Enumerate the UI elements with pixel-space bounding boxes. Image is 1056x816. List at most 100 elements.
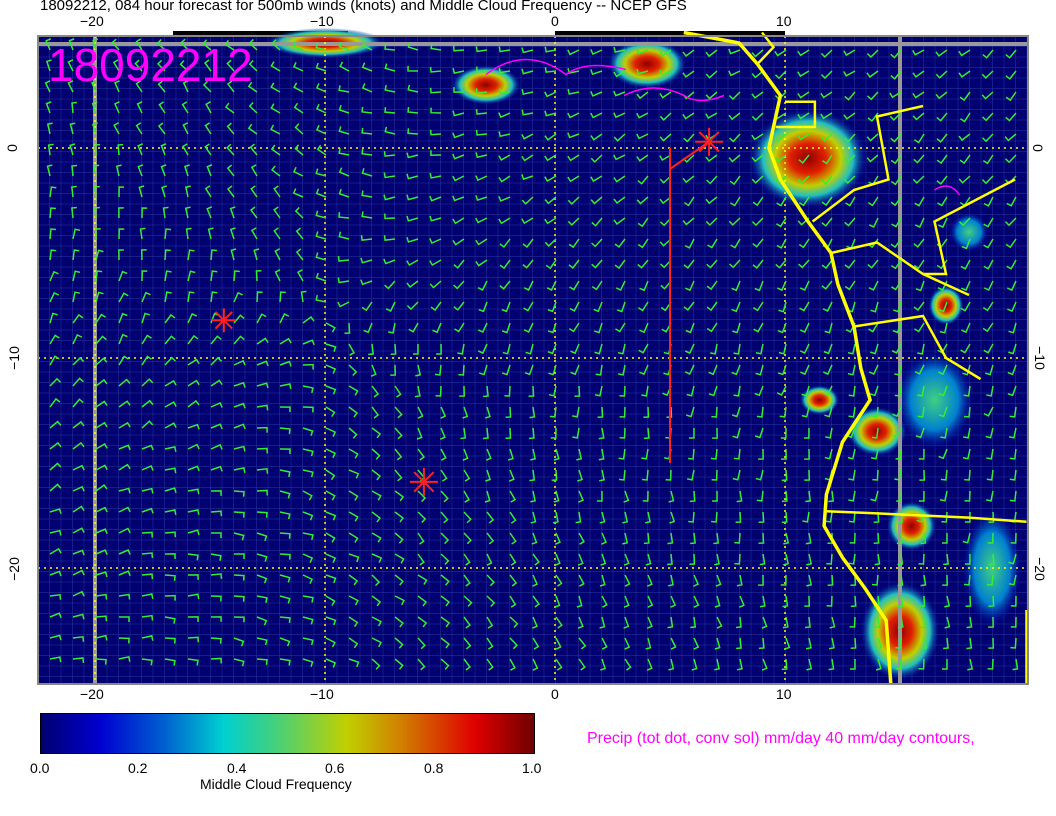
wind-barb xyxy=(164,313,176,324)
cloud-area xyxy=(886,501,937,551)
wind-barb xyxy=(210,379,223,387)
wind-barb xyxy=(981,133,994,143)
wind-barb xyxy=(164,531,177,538)
wind-barb xyxy=(685,322,695,334)
wind-barb xyxy=(49,377,62,387)
wind-barb xyxy=(963,385,971,397)
wind-barb xyxy=(568,322,580,333)
wind-barb xyxy=(731,364,741,376)
wind-barb xyxy=(383,151,396,157)
wind-barb xyxy=(315,272,327,282)
wind-barb xyxy=(248,101,258,114)
wind-barb xyxy=(483,385,489,398)
wind-barb xyxy=(160,143,167,156)
wind-barb xyxy=(315,294,327,303)
wind-barb xyxy=(161,185,168,198)
wind-barb xyxy=(49,312,58,324)
wind-barb xyxy=(338,212,350,219)
wind-barb xyxy=(554,595,561,608)
wind-barb xyxy=(187,423,200,430)
wind-barb xyxy=(475,217,488,224)
wind-barb xyxy=(361,301,373,312)
wind-barb xyxy=(187,465,200,472)
wind-barb xyxy=(981,70,994,79)
wind-barb xyxy=(567,154,580,162)
wind-barb xyxy=(848,511,856,523)
wind-barb xyxy=(279,637,291,647)
wind-barb xyxy=(371,385,380,398)
wind-barb xyxy=(348,448,359,459)
wind-barb xyxy=(913,154,925,164)
wind-barb xyxy=(118,593,131,600)
wind-barb xyxy=(958,175,971,184)
wind-barb xyxy=(623,595,630,608)
wind-barb xyxy=(302,469,314,478)
wind-barb xyxy=(797,91,810,99)
wind-barb xyxy=(408,322,419,333)
wind-barb xyxy=(548,385,557,397)
wind-barb xyxy=(233,595,245,602)
wind-barb xyxy=(454,322,465,333)
wind-barb xyxy=(820,91,833,99)
wind-barb xyxy=(889,112,902,121)
wind-barb xyxy=(867,91,879,101)
wind-barb xyxy=(682,49,695,58)
wind-barb xyxy=(706,175,718,185)
wind-barb xyxy=(256,616,268,626)
wind-barb xyxy=(407,42,419,51)
wind-barb xyxy=(688,427,695,439)
wind-barb xyxy=(686,469,695,481)
wind-barb xyxy=(95,291,104,303)
wind-barb xyxy=(233,445,246,452)
wind-barb xyxy=(844,91,856,101)
wind-barb xyxy=(315,83,327,93)
wind-barb xyxy=(546,280,557,291)
wind-barb xyxy=(867,196,879,207)
wind-barb xyxy=(279,595,291,604)
wind-barb xyxy=(90,80,97,93)
colorbar-title: Middle Cloud Frequency xyxy=(200,776,352,792)
wind-barb xyxy=(158,101,166,114)
wind-barb xyxy=(822,301,833,312)
wind-barb xyxy=(112,59,120,72)
wind-barb xyxy=(636,112,649,119)
wind-barb xyxy=(486,553,493,566)
wind-barb xyxy=(440,574,450,586)
wind-barb xyxy=(316,144,327,156)
wind-barb xyxy=(383,172,396,179)
wind-barb xyxy=(92,38,99,51)
wind-barb xyxy=(1009,490,1017,502)
wind-barb xyxy=(938,448,948,460)
wind-barb xyxy=(233,616,245,623)
wind-barb xyxy=(966,637,973,650)
wind-barb xyxy=(668,658,675,671)
wind-barb xyxy=(777,322,787,334)
wind-barb xyxy=(270,124,281,135)
wind-barb xyxy=(210,249,217,261)
wind-barb xyxy=(338,104,350,114)
wind-barb xyxy=(591,217,603,227)
wind-barb xyxy=(944,616,951,629)
wind-barb xyxy=(183,164,190,177)
wind-barb xyxy=(1007,385,1017,397)
wind-barb xyxy=(210,291,218,303)
wind-barb xyxy=(643,427,650,440)
wind-barb xyxy=(918,658,925,670)
wind-barb xyxy=(731,406,741,418)
wind-barb xyxy=(498,175,511,183)
wind-barb xyxy=(669,511,676,524)
wind-barb xyxy=(598,448,605,461)
wind-barb xyxy=(728,154,741,163)
wind-barb xyxy=(821,259,833,270)
wind-barb xyxy=(1009,469,1017,481)
wind-barb xyxy=(636,133,649,140)
wind-barb xyxy=(774,175,787,185)
wind-barb xyxy=(187,379,200,387)
wind-barb xyxy=(295,227,304,240)
wind-barb xyxy=(936,175,948,185)
wind-barb xyxy=(960,301,971,312)
wind-barb xyxy=(774,133,787,142)
wind-barb xyxy=(600,553,607,566)
wind-barb xyxy=(644,511,651,524)
wind-barb xyxy=(203,59,212,72)
